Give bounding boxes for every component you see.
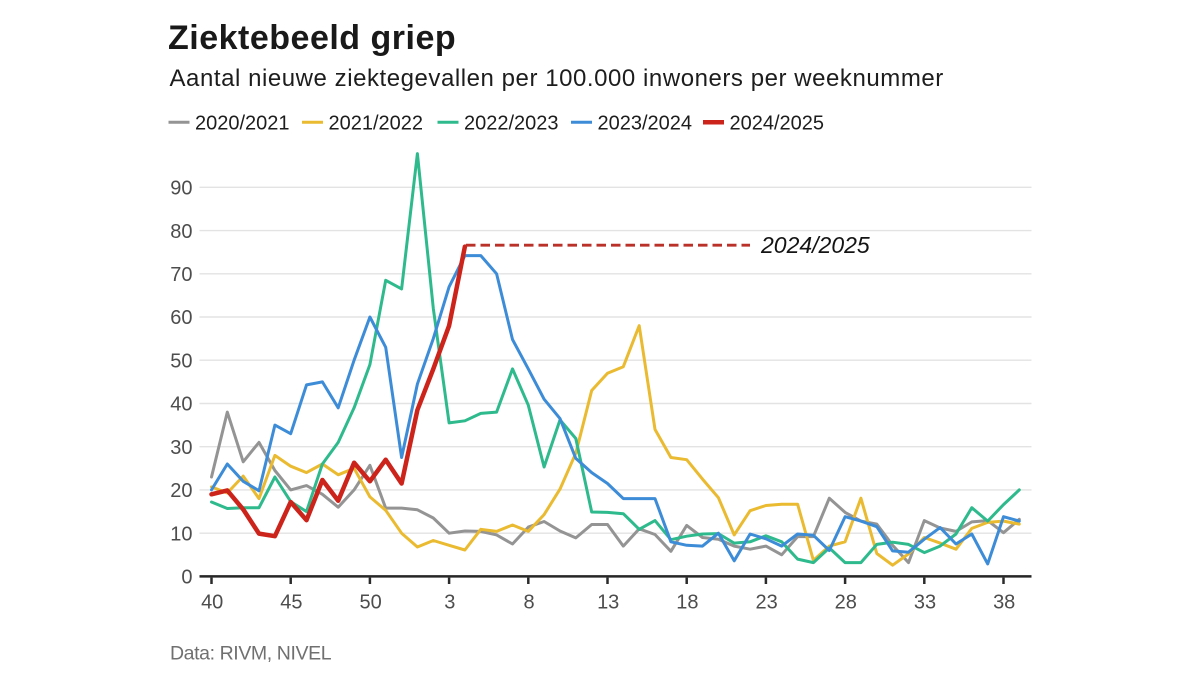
svg-text:2021/2022: 2021/2022 bbox=[329, 113, 424, 135]
svg-text:13: 13 bbox=[597, 591, 619, 613]
svg-text:90: 90 bbox=[170, 178, 192, 200]
svg-text:28: 28 bbox=[835, 591, 857, 613]
svg-text:60: 60 bbox=[170, 307, 192, 329]
svg-text:18: 18 bbox=[676, 591, 698, 613]
svg-text:33: 33 bbox=[914, 591, 936, 613]
svg-text:20: 20 bbox=[170, 480, 192, 502]
svg-text:38: 38 bbox=[993, 591, 1015, 613]
svg-text:45: 45 bbox=[280, 591, 302, 613]
svg-text:2024/2025: 2024/2025 bbox=[760, 232, 870, 258]
svg-text:Ziektebeeld griep: Ziektebeeld griep bbox=[168, 19, 456, 57]
svg-text:3: 3 bbox=[444, 591, 455, 613]
svg-text:23: 23 bbox=[755, 591, 777, 613]
svg-text:2024/2025: 2024/2025 bbox=[730, 113, 825, 135]
svg-text:0: 0 bbox=[181, 567, 192, 589]
svg-text:80: 80 bbox=[170, 221, 192, 243]
svg-text:Aantal nieuwe ziektegevallen p: Aantal nieuwe ziektegevallen per 100.000… bbox=[170, 65, 944, 92]
svg-text:2022/2023: 2022/2023 bbox=[464, 113, 559, 135]
svg-text:40: 40 bbox=[170, 394, 192, 416]
svg-text:70: 70 bbox=[170, 264, 192, 286]
svg-text:2020/2021: 2020/2021 bbox=[195, 113, 290, 135]
svg-text:8: 8 bbox=[523, 591, 534, 613]
svg-text:50: 50 bbox=[170, 350, 192, 372]
svg-text:40: 40 bbox=[201, 591, 223, 613]
svg-text:50: 50 bbox=[359, 591, 381, 613]
svg-text:10: 10 bbox=[170, 523, 192, 545]
svg-text:Data: RIVM, NIVEL: Data: RIVM, NIVEL bbox=[170, 643, 332, 665]
svg-text:2023/2024: 2023/2024 bbox=[598, 113, 693, 135]
svg-text:30: 30 bbox=[170, 437, 192, 459]
